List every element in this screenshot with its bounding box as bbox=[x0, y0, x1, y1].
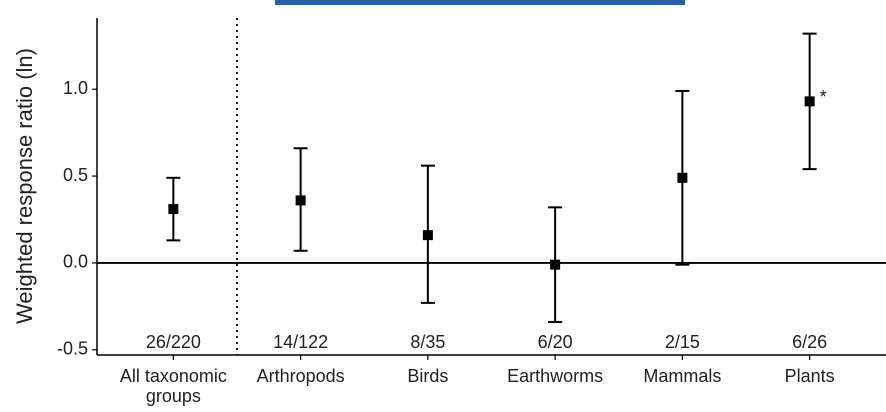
sample-size: 8/35 bbox=[410, 332, 445, 352]
y-axis-label: Weighted response ratio (ln) bbox=[12, 48, 37, 324]
image-strip bbox=[275, 0, 685, 5]
y-tick-label: -0.5 bbox=[57, 339, 88, 359]
point bbox=[295, 195, 306, 206]
sample-size: 2/15 bbox=[665, 332, 700, 352]
y-tick-label: 1.0 bbox=[63, 78, 88, 98]
sample-size: 6/20 bbox=[538, 332, 573, 352]
x-tick-label: Earthworms bbox=[507, 366, 604, 386]
sample-size: 26/220 bbox=[146, 332, 201, 352]
x-tick-label: All taxonomic groups bbox=[119, 366, 227, 406]
annotation: * bbox=[820, 87, 827, 107]
x-tick-label: Mammals bbox=[643, 366, 722, 386]
x-tick-label: Birds bbox=[407, 366, 449, 386]
x-tick-label: Plants bbox=[784, 366, 835, 386]
point bbox=[168, 204, 179, 215]
point bbox=[677, 172, 688, 183]
point bbox=[422, 230, 433, 241]
y-tick-label: 0.5 bbox=[63, 165, 88, 185]
sample-size: 6/26 bbox=[792, 332, 827, 352]
y-tick-label: 0.0 bbox=[63, 252, 88, 272]
point bbox=[804, 96, 815, 107]
x-tick-label: Arthropods bbox=[256, 366, 345, 386]
point bbox=[550, 259, 561, 270]
sample-size: 14/122 bbox=[273, 332, 328, 352]
